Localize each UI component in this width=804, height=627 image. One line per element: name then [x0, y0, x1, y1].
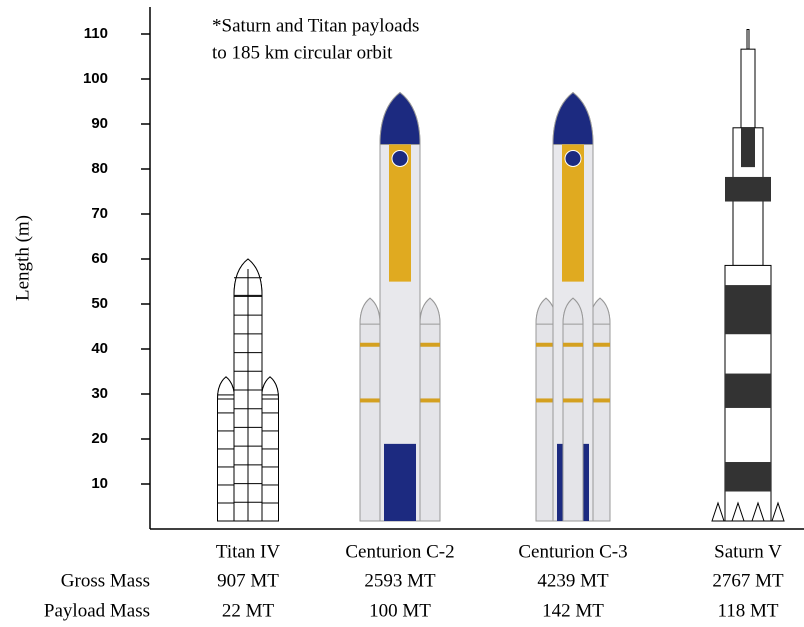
row-value: 100 MT	[369, 600, 431, 621]
band	[563, 343, 583, 347]
logo	[565, 151, 581, 167]
booster	[420, 298, 440, 521]
nose-cone	[420, 298, 440, 324]
y-tick-label: 100	[83, 70, 108, 87]
row-value: 4239 MT	[537, 570, 609, 591]
band	[563, 398, 583, 402]
x-tick-label: Saturn V	[714, 541, 782, 562]
band	[360, 343, 380, 347]
row-value: 907 MT	[217, 570, 279, 591]
row-label: Gross Mass	[61, 570, 150, 591]
row-value: 118 MT	[717, 600, 778, 621]
rocket	[712, 30, 784, 522]
nose-cone	[380, 93, 420, 145]
nose-cone	[218, 377, 235, 399]
rocket	[218, 259, 279, 521]
y-tick-label: 70	[91, 205, 108, 222]
y-tick-label: 110	[84, 25, 108, 42]
fin	[712, 503, 724, 521]
dark-band	[725, 285, 771, 334]
x-tick-label: Centurion C-2	[345, 541, 454, 562]
y-tick-label: 20	[91, 430, 108, 447]
row-value: 2767 MT	[712, 570, 784, 591]
nose-cone	[553, 93, 593, 145]
rocket	[360, 93, 440, 522]
y-tick-label: 40	[91, 340, 108, 357]
band	[360, 398, 380, 402]
y-tick-label: 60	[91, 250, 108, 267]
y-tick-label: 80	[91, 160, 108, 177]
y-tick-label: 10	[91, 475, 108, 492]
stage	[741, 49, 755, 128]
x-tick-label: Centurion C-3	[518, 541, 627, 562]
dark-band	[725, 177, 771, 202]
booster	[563, 298, 583, 521]
row-value: 142 MT	[542, 600, 604, 621]
y-tick-label: 50	[91, 295, 108, 312]
x-tick-label: Titan IV	[216, 541, 281, 562]
band	[420, 343, 440, 347]
row-value: 2593 MT	[364, 570, 436, 591]
y-tick-label: 90	[91, 115, 108, 132]
chart: Length (m) *Saturn and Titan payloads to…	[0, 0, 804, 627]
page: {"chart_data":{"type":"rocket","y_label"…	[0, 0, 804, 627]
nose-cone	[360, 298, 380, 324]
logo	[392, 151, 408, 167]
dark-band	[725, 462, 771, 491]
row-value: 22 MT	[222, 600, 275, 621]
escape-tower-band	[741, 128, 755, 167]
stage	[747, 30, 749, 50]
dark-band	[725, 374, 771, 408]
fin	[772, 503, 784, 521]
booster	[360, 298, 380, 521]
annotation: to 185 km circular orbit	[212, 42, 393, 63]
nose-cone	[262, 377, 279, 399]
y-tick-label: 30	[91, 385, 108, 402]
row-label: Payload Mass	[44, 600, 150, 621]
lower-panel	[384, 444, 416, 521]
band	[420, 398, 440, 402]
annotation: *Saturn and Titan payloads	[212, 15, 419, 36]
rocket	[536, 93, 610, 522]
y-axis-label: Length (m)	[12, 215, 33, 301]
